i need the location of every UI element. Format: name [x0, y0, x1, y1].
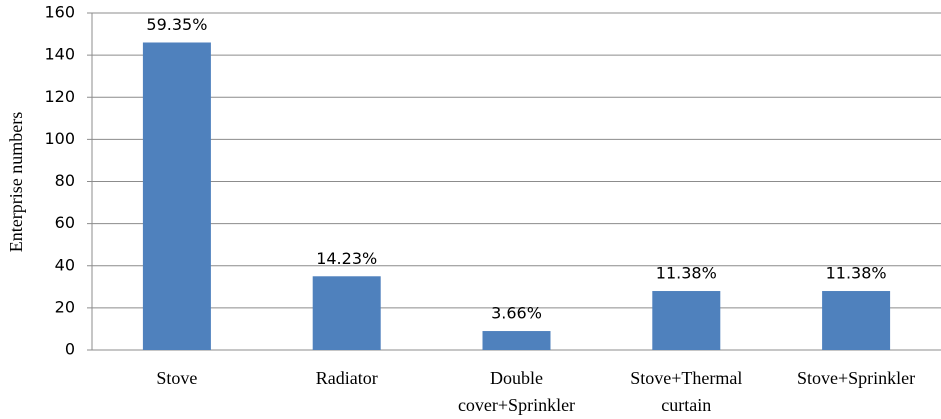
y-tick-label: 120: [44, 87, 75, 106]
bar: [652, 291, 721, 350]
x-tick-label: Stove+Thermal curtain: [630, 368, 742, 415]
bar: [482, 331, 551, 350]
y-tick-label: 60: [55, 213, 75, 232]
y-axis-title: Enterprise numbers: [6, 112, 26, 252]
data-label: 3.66%: [491, 304, 542, 323]
y-tick-label: 40: [55, 255, 75, 274]
x-tick-label: Stove: [156, 368, 197, 388]
y-tick-label: 140: [44, 45, 75, 64]
x-tick-label: Double cover+Sprinkler: [458, 368, 575, 415]
y-tick-label: 80: [55, 171, 75, 190]
data-label: 11.38%: [826, 264, 887, 283]
bar: [822, 291, 891, 350]
data-label: 59.35%: [146, 15, 207, 34]
y-tick-label: 20: [55, 297, 75, 316]
data-label: 11.38%: [656, 264, 717, 283]
x-tick-label: Radiator: [316, 368, 378, 388]
y-tick-label: 100: [44, 129, 75, 148]
bar: [142, 42, 211, 351]
data-label: 14.23%: [316, 249, 377, 268]
x-tick-label: Stove+Sprinkler: [797, 368, 915, 388]
bar: [312, 276, 381, 350]
y-tick-label: 160: [44, 3, 75, 22]
y-tick-label: 0: [65, 340, 75, 359]
